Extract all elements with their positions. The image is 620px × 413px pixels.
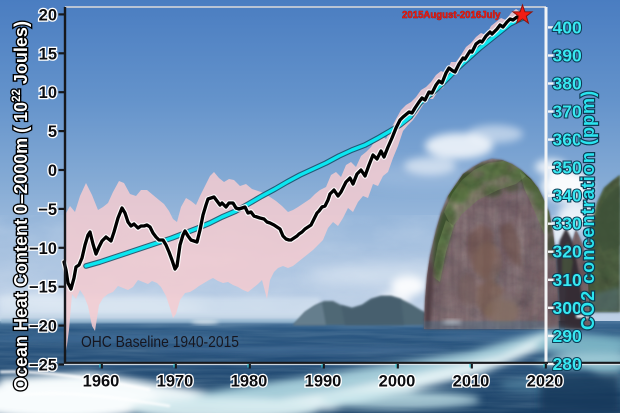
svg-text:390: 390 bbox=[553, 46, 582, 66]
svg-text:1990: 1990 bbox=[305, 373, 342, 391]
svg-text:15: 15 bbox=[39, 45, 57, 63]
svg-text:290: 290 bbox=[553, 326, 582, 346]
svg-text:340: 340 bbox=[553, 186, 582, 206]
svg-text:5: 5 bbox=[48, 123, 57, 141]
svg-text:−15: −15 bbox=[29, 279, 57, 297]
svg-text:0: 0 bbox=[48, 162, 57, 180]
svg-text:−25: −25 bbox=[29, 357, 57, 375]
svg-text:Ocean Heat Content 0–2000m ( 1: Ocean Heat Content 0–2000m ( 1022 Joules… bbox=[11, 21, 31, 391]
svg-text:−20: −20 bbox=[29, 318, 57, 336]
svg-text:CO2 concentration (ppm): CO2 concentration (ppm) bbox=[578, 90, 598, 330]
svg-text:1960: 1960 bbox=[83, 373, 120, 391]
svg-text:330: 330 bbox=[553, 214, 582, 234]
svg-text:320: 320 bbox=[553, 242, 582, 262]
svg-text:20: 20 bbox=[39, 6, 57, 24]
svg-text:−10: −10 bbox=[29, 240, 57, 258]
svg-text:10: 10 bbox=[39, 84, 57, 102]
svg-text:380: 380 bbox=[553, 74, 582, 94]
svg-text:310: 310 bbox=[553, 270, 582, 290]
svg-text:2020: 2020 bbox=[527, 373, 564, 391]
svg-text:2000: 2000 bbox=[379, 373, 416, 391]
svg-text:OHC Baseline 1940-2015: OHC Baseline 1940-2015 bbox=[81, 334, 239, 351]
svg-text:1970: 1970 bbox=[157, 373, 194, 391]
svg-text:280: 280 bbox=[553, 354, 582, 374]
svg-text:1980: 1980 bbox=[231, 373, 268, 391]
svg-text:370: 370 bbox=[553, 102, 582, 122]
svg-text:300: 300 bbox=[553, 298, 582, 318]
svg-text:2015August-2016July: 2015August-2016July bbox=[402, 10, 501, 21]
svg-text:2010: 2010 bbox=[453, 373, 490, 391]
svg-text:−5: −5 bbox=[38, 201, 57, 219]
svg-text:360: 360 bbox=[553, 130, 582, 150]
svg-text:350: 350 bbox=[553, 158, 582, 178]
svg-text:400: 400 bbox=[553, 17, 582, 37]
